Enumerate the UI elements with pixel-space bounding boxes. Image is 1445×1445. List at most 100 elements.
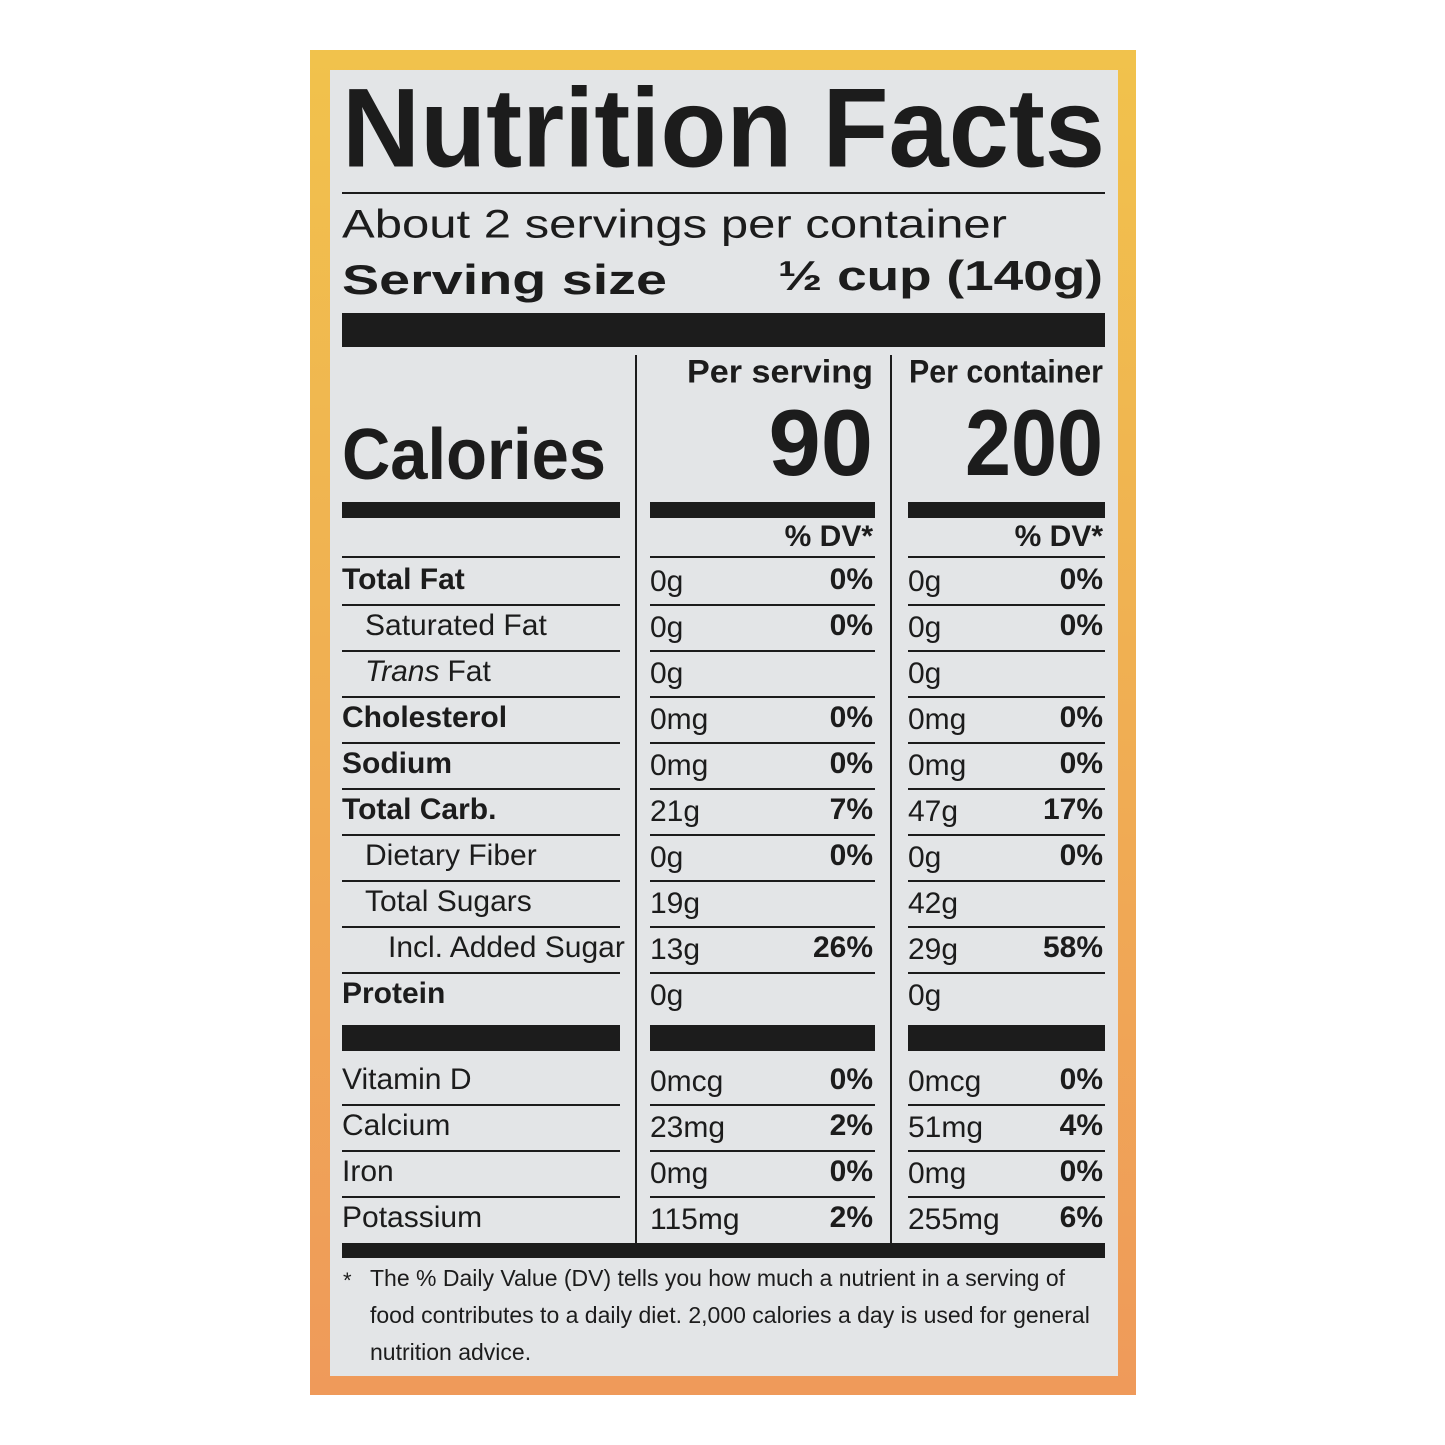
amount: 0mcg [650,1065,723,1098]
amount: 42g [908,887,958,920]
row-rule [342,696,620,698]
row-rule [342,556,620,558]
daily-value: 0% [1060,563,1103,596]
footnote-line: food contributes to a daily diet. 2,000 … [370,1302,1090,1328]
nutrient-label: Total Fat [342,563,465,596]
serving-size-label: Serving size [342,256,667,303]
label-text: Fat [447,655,491,688]
amount: 0mg [908,749,966,782]
row-rule [908,604,1105,606]
row-rule [650,834,875,836]
row-rule [342,650,620,652]
amount: 29g [908,933,958,966]
daily-value: 7% [830,793,873,826]
amount: 0g [650,979,683,1012]
calories-label: Calories [342,415,606,495]
row-rule [908,788,1105,790]
bar [908,1025,1105,1051]
row-rule [908,1104,1105,1106]
dv-header: % DV* [785,520,874,553]
nutrient-label: Total Carb. [342,793,496,826]
amount: 0g [908,841,941,874]
daily-value: 0% [1060,609,1103,642]
nutrient-label: Total Sugars [365,885,532,918]
daily-value: 0% [1060,1155,1103,1188]
row-rule [342,834,620,836]
amount: 19g [650,887,700,920]
row-rule [342,926,620,928]
daily-value: 6% [1060,1201,1103,1234]
amount: 0g [650,565,683,598]
row-rule [342,1196,620,1198]
amount: 0g [650,841,683,874]
amount: 115mg [650,1203,740,1236]
daily-value: 0% [830,701,873,734]
row-rule [650,696,875,698]
bar [908,502,1105,518]
footnote-marker: * [343,1268,352,1293]
protein-bars [342,1025,1105,1051]
row-rule [908,556,1105,558]
row-rule [342,788,620,790]
daily-value: 58% [1043,931,1103,964]
daily-value: 0% [830,1155,873,1188]
row-rule [650,604,875,606]
daily-value: 0% [1060,701,1103,734]
label-italic: Trans [365,655,439,688]
row-rule [650,742,875,744]
daily-value: 4% [1060,1109,1103,1142]
amount: 255mg [908,1203,1000,1236]
dv-header: % DV* [1015,520,1104,553]
row-rule [342,742,620,744]
column-header: Per serving [687,353,873,389]
row-rule [908,650,1105,652]
nutrient-label: Incl. Added Sugar [388,931,625,964]
row-rule [908,926,1105,928]
amount: 47g [908,795,958,828]
daily-value: 26% [813,931,873,964]
daily-value: 2% [830,1201,873,1234]
bar [650,502,875,518]
daily-value: 0% [830,609,873,642]
amount: 0g [650,611,683,644]
calories-value: 90 [768,390,873,495]
daily-value: 0% [830,563,873,596]
divider [635,355,637,1245]
nutrient-label: Calcium [342,1109,450,1142]
rule [342,192,1105,194]
nutrient-label: Iron [342,1155,394,1188]
amount: 21g [650,795,700,828]
amount: 0mcg [908,1065,981,1098]
amount: 23mg [650,1111,725,1144]
bar [650,1025,875,1051]
footnote-line: The % Daily Value (DV) tells you how muc… [370,1265,1066,1291]
column-header: Per container [909,353,1103,389]
amount: 0g [908,657,941,690]
row-rule [908,696,1105,698]
row-rule [908,834,1105,836]
row-rule [650,926,875,928]
daily-value: 0% [830,1063,873,1096]
panel [330,70,1118,1376]
amount: 13g [650,933,700,966]
rows: Total Fat 0g 0% 0g 0% Saturated Fat 0g 0% 0g 0% Tr… [342,556,1105,1236]
nutrient-label: Saturated Fat [365,609,547,642]
bar [342,502,620,518]
row-rule [650,972,875,974]
row-rule [342,1150,620,1152]
nutrient-label: Cholesterol [342,701,507,734]
row-rule [908,972,1105,974]
amount: 0mg [908,1157,966,1190]
nutrient-label: Sodium [342,747,452,780]
amount: 0g [650,657,683,690]
amount: 0g [908,565,941,598]
row-rule [650,788,875,790]
daily-value: 2% [830,1109,873,1142]
row-rule [342,604,620,606]
daily-value: 17% [1043,793,1103,826]
row-rule [908,1150,1105,1152]
amount: 0mg [650,749,708,782]
nutrient-label: Protein [342,977,445,1010]
daily-value: 0% [1060,747,1103,780]
